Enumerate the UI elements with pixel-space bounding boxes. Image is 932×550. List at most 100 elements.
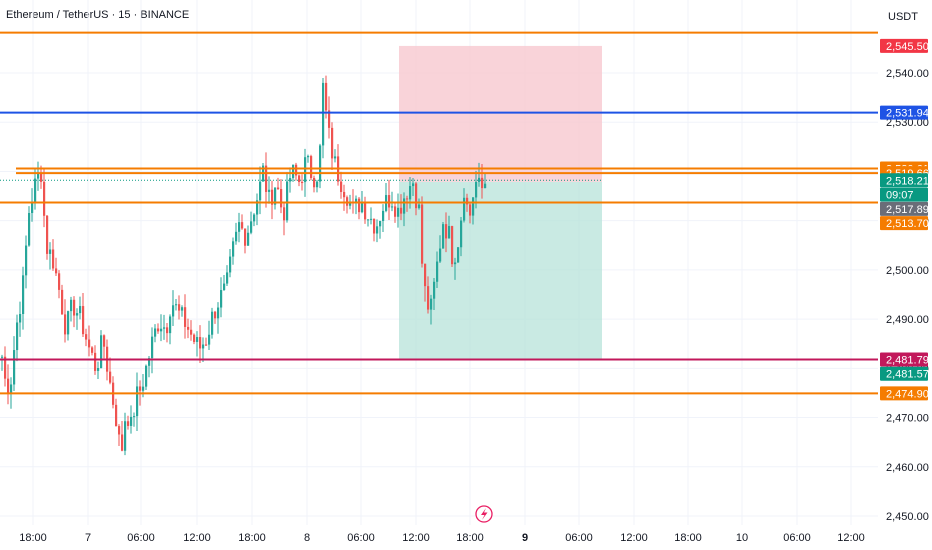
candle-body — [382, 210, 385, 221]
candle-body — [196, 337, 199, 342]
time-tick-label: 06:00 — [127, 532, 155, 544]
candle-body — [286, 181, 289, 221]
time-tick-label: 8 — [304, 532, 310, 544]
candle-body — [127, 421, 130, 426]
candle-body — [295, 164, 298, 176]
time-tick-label: 12:00 — [183, 532, 211, 544]
price-tag — [880, 187, 928, 202]
price-tag-label: 2,545.50 — [886, 41, 929, 53]
candle-body — [436, 261, 439, 282]
price-tag — [880, 38, 928, 53]
candle-body — [277, 187, 280, 190]
price-tag-label: 2,481.79 — [886, 355, 929, 367]
candle-body — [145, 365, 148, 387]
candle-body — [220, 290, 223, 308]
position-tool[interactable] — [0, 45, 602, 360]
candle-body — [427, 286, 430, 310]
time-tick-label: 06:00 — [347, 532, 375, 544]
price-tick-label: 2,450.00 — [886, 511, 929, 523]
candle-body — [316, 181, 319, 188]
candle-body — [481, 177, 484, 189]
candle-body — [361, 202, 364, 213]
time-tick-label: 10 — [736, 532, 748, 544]
candle-body — [91, 347, 94, 353]
candle-body — [457, 247, 460, 263]
candle-body — [115, 404, 118, 427]
candle-body — [154, 328, 157, 337]
candle-body — [265, 165, 268, 192]
candle-body — [400, 207, 403, 214]
candle-body — [103, 335, 106, 347]
candle-body — [394, 206, 397, 217]
lightning-icon[interactable] — [475, 505, 493, 523]
candle-body — [166, 327, 169, 334]
candle-body — [67, 311, 70, 335]
candle-body — [70, 299, 73, 312]
candle-body — [88, 339, 91, 348]
candle-body — [478, 177, 481, 182]
candle-body — [373, 218, 376, 234]
stop-loss-zone — [399, 45, 602, 182]
price-tag — [880, 173, 928, 188]
candle-body — [139, 386, 142, 391]
price-tags: 2,545.502,531.942,520.612,519.662,518.21… — [880, 38, 929, 401]
candle-body — [280, 189, 283, 208]
price-axis[interactable]: USDT 2,450.002,460.002,470.002,480.002,4… — [878, 0, 932, 550]
candle-body — [349, 201, 352, 206]
candle-body — [307, 156, 310, 158]
candle-body — [49, 249, 52, 254]
candle-body — [466, 197, 469, 205]
candle-body — [169, 316, 172, 334]
candle-body — [454, 262, 457, 265]
candle-body — [364, 202, 367, 220]
candle-body — [142, 386, 145, 391]
price-tick-label: 2,500.00 — [886, 265, 929, 277]
candle-body — [391, 206, 394, 208]
candle-body — [97, 368, 100, 371]
candle-body — [148, 358, 151, 366]
candle-body — [421, 204, 424, 264]
candle-body — [241, 222, 244, 229]
time-axis[interactable]: 18:00 7 06:00 12:00 18:00 8 06:00 12:00 18:00 9 06… — [19, 532, 865, 544]
horizontal-levels[interactable] — [0, 31, 878, 395]
candle-body — [232, 241, 235, 257]
candle-body — [37, 173, 40, 179]
candles — [1, 75, 487, 456]
candle-body — [163, 327, 166, 329]
candle-body — [271, 189, 274, 205]
candle-body — [58, 273, 61, 290]
candle-body — [10, 384, 13, 394]
candle-body — [409, 186, 412, 200]
candle-body — [34, 178, 37, 204]
candle-body — [190, 329, 193, 335]
candle-body — [430, 298, 433, 310]
time-tick-label: 18:00 — [674, 532, 702, 544]
candle-body — [136, 386, 139, 417]
candle-body — [484, 183, 487, 189]
candle-body — [4, 356, 7, 379]
price-tag-label: 09:07 — [886, 190, 914, 202]
candle-body — [19, 314, 22, 323]
time-tick-label: 12:00 — [837, 532, 865, 544]
time-tick-label: 06:00 — [783, 532, 811, 544]
candle-body — [283, 207, 286, 221]
candle-body — [118, 426, 121, 435]
candle-body — [304, 157, 307, 183]
candle-body — [211, 311, 214, 335]
candle-body — [289, 178, 292, 182]
symbol-title: Ethereum / TetherUS · 15 · BINANCE — [6, 9, 190, 21]
candle-body — [376, 226, 379, 234]
price-tag-label: 2,531.94 — [886, 108, 929, 120]
price-tag-label: 2,513.70 — [886, 218, 929, 230]
candle-body — [370, 218, 373, 220]
candle-body — [301, 182, 304, 184]
candle-body — [469, 204, 472, 216]
candle-body — [13, 350, 16, 385]
candle-body — [235, 231, 238, 242]
candle-body — [403, 198, 406, 214]
candle-body — [379, 220, 382, 227]
candle-body — [40, 173, 43, 182]
candle-body — [322, 82, 325, 146]
candle-body — [445, 224, 448, 239]
